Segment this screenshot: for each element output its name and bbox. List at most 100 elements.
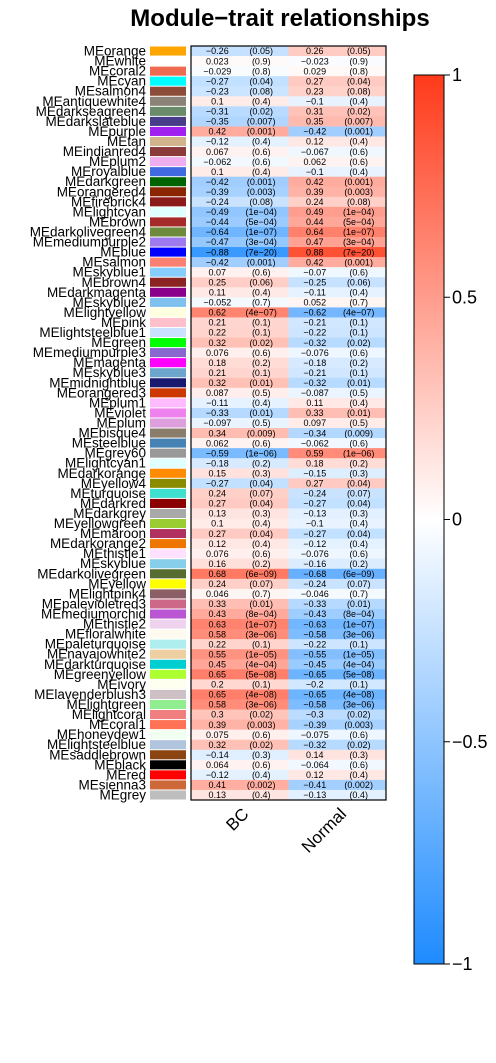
cell-pvalue-label: (0.02) bbox=[249, 338, 273, 348]
cell-pvalue-label: (0.1) bbox=[349, 639, 368, 649]
module-swatch bbox=[150, 740, 186, 750]
heat-cell bbox=[288, 578, 387, 590]
heat-cell bbox=[191, 327, 289, 339]
cell-pvalue-label: (0.2) bbox=[349, 358, 368, 368]
cell-correlation-label: −0.029 bbox=[203, 66, 231, 76]
cell-pvalue-label: (0.6) bbox=[252, 730, 271, 740]
cell-pvalue-label: (0.02) bbox=[347, 338, 371, 348]
module-swatch bbox=[150, 398, 186, 408]
heat-cell bbox=[288, 186, 387, 198]
heat-cell bbox=[191, 629, 289, 640]
cell-pvalue-label: (1e−07) bbox=[246, 227, 277, 237]
heat-cell bbox=[191, 317, 289, 328]
module-swatch bbox=[150, 217, 186, 227]
cell-pvalue-label: (0.001) bbox=[247, 177, 276, 187]
heat-cell bbox=[191, 277, 289, 288]
cell-pvalue-label: (0.4) bbox=[349, 519, 368, 529]
cell-correlation-label: 0.24 bbox=[209, 489, 227, 499]
cell-correlation-label: 0.32 bbox=[209, 378, 227, 388]
cell-correlation-label: 0.27 bbox=[306, 479, 324, 489]
cell-correlation-label: −0.27 bbox=[303, 529, 326, 539]
heat-cell bbox=[191, 76, 289, 87]
cell-pvalue-label: (0.04) bbox=[347, 529, 371, 539]
module-swatch bbox=[150, 267, 186, 277]
heat-cell bbox=[288, 498, 387, 509]
row-label: MEmediumpurple2 bbox=[33, 235, 146, 250]
cell-pvalue-label: (0.6) bbox=[349, 760, 368, 770]
heat-cell bbox=[191, 659, 289, 670]
heat-cell bbox=[191, 508, 289, 520]
cell-correlation-label: 0.88 bbox=[306, 247, 324, 257]
cell-correlation-label: −0.23 bbox=[206, 86, 229, 96]
heat-cell bbox=[191, 216, 289, 228]
row-label: MEgreenyellow bbox=[54, 667, 147, 682]
heat-cell bbox=[191, 498, 289, 509]
cell-pvalue-label: (0.4) bbox=[252, 519, 271, 529]
colorbar-gradient bbox=[413, 74, 445, 965]
heat-cell bbox=[191, 166, 289, 178]
cell-correlation-label: 0.33 bbox=[306, 408, 324, 418]
cell-correlation-label: 0.42 bbox=[306, 257, 324, 267]
cell-pvalue-label: (0.08) bbox=[249, 86, 273, 96]
cell-pvalue-label: (1e−06) bbox=[343, 448, 374, 458]
cell-correlation-label: −0.26 bbox=[206, 46, 229, 56]
row-label: MEcyan bbox=[97, 74, 146, 89]
cell-correlation-label: −0.062 bbox=[203, 157, 231, 167]
cell-correlation-label: 0.2 bbox=[211, 680, 224, 690]
heat-cell bbox=[288, 126, 387, 137]
heat-cell bbox=[191, 267, 289, 278]
row-label: MEskyblue3 bbox=[72, 365, 146, 380]
row-label: MEblue bbox=[100, 245, 146, 260]
module-swatch bbox=[150, 177, 186, 187]
row-label: MEsienna3 bbox=[78, 777, 146, 792]
heat-cell bbox=[191, 789, 289, 801]
module-swatch bbox=[150, 147, 186, 157]
heat-cell bbox=[191, 257, 289, 268]
heat-cell bbox=[191, 558, 289, 570]
cell-correlation-label: −0.12 bbox=[206, 137, 229, 147]
cell-pvalue-label: (4e−04) bbox=[246, 659, 277, 669]
row-label: MEmaroon bbox=[80, 526, 146, 541]
module-swatch bbox=[150, 498, 186, 508]
cell-correlation-label: −0.35 bbox=[206, 117, 229, 127]
cell-correlation-label: −0.18 bbox=[206, 458, 229, 468]
module-swatch bbox=[150, 307, 186, 317]
cell-pvalue-label: (0.4) bbox=[349, 770, 368, 780]
heatmap-border bbox=[190, 45, 387, 801]
cell-pvalue-label: (1e−05) bbox=[343, 649, 374, 659]
heat-cell bbox=[288, 659, 387, 670]
cell-correlation-label: −0.49 bbox=[206, 207, 229, 217]
cell-correlation-label: 0.33 bbox=[209, 599, 227, 609]
heat-cell bbox=[191, 186, 289, 198]
row-label: MElightsteelblue1 bbox=[39, 325, 146, 340]
heat-cell bbox=[191, 126, 289, 137]
cell-pvalue-label: (0.1) bbox=[252, 368, 271, 378]
module-swatch bbox=[150, 106, 186, 116]
cell-correlation-label: 0.24 bbox=[209, 579, 227, 589]
heat-cell bbox=[288, 166, 387, 178]
cell-correlation-label: 0.14 bbox=[306, 750, 324, 760]
cell-correlation-label: 0.029 bbox=[304, 66, 327, 76]
heat-cell bbox=[191, 66, 289, 77]
heat-cell bbox=[191, 739, 289, 751]
cell-correlation-label: 0.68 bbox=[209, 569, 227, 579]
cell-correlation-label: 0.63 bbox=[209, 619, 227, 629]
module-swatch bbox=[150, 529, 186, 539]
row-label: MEmediumorchid bbox=[41, 607, 146, 622]
cell-correlation-label: −0.27 bbox=[206, 76, 229, 86]
cell-correlation-label: −0.22 bbox=[303, 328, 326, 338]
cell-correlation-label: −0.076 bbox=[301, 348, 329, 358]
row-label: MEsalmon4 bbox=[75, 84, 147, 99]
row-label: MEnavajowhite2 bbox=[47, 647, 146, 662]
cell-correlation-label: −0.65 bbox=[303, 690, 326, 700]
row-label: MEskyblue2 bbox=[72, 295, 146, 310]
cell-correlation-label: 0.22 bbox=[209, 328, 227, 338]
heat-cell bbox=[288, 598, 387, 610]
module-swatch bbox=[150, 187, 186, 197]
cell-correlation-label: 0.052 bbox=[304, 298, 327, 308]
module-swatch bbox=[150, 327, 186, 338]
cell-pvalue-label: (0.4) bbox=[349, 167, 368, 177]
row-label: MEtan bbox=[107, 134, 146, 149]
heat-cell bbox=[191, 156, 289, 168]
row-label: MEwhite bbox=[94, 54, 146, 69]
